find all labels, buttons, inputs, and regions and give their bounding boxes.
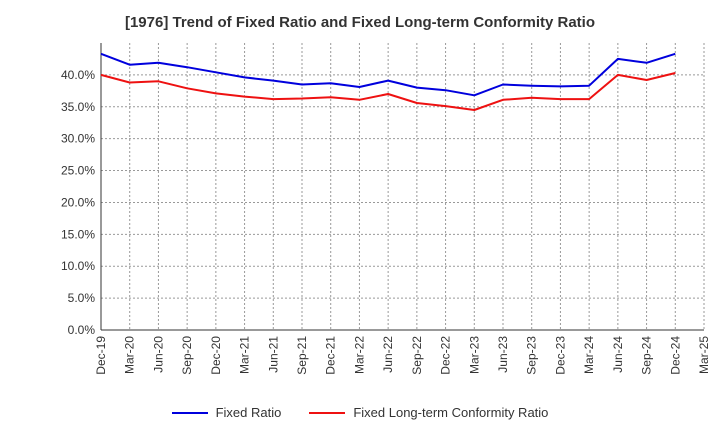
x-tick-label: Sep-22: [410, 336, 424, 375]
y-tick-label: 20.0%: [61, 195, 95, 209]
x-tick-label: Jun-22: [381, 336, 395, 373]
x-tick-label: Jun-23: [496, 336, 510, 373]
x-tick-label: Mar-24: [582, 336, 596, 374]
x-tick-label: Jun-21: [266, 336, 280, 373]
x-tick-label: Mar-25: [697, 336, 711, 374]
legend-label-fixed-ratio: Fixed Ratio: [215, 405, 282, 420]
y-tick-label: 35.0%: [61, 100, 95, 114]
x-tick-label: Jun-24: [611, 336, 625, 373]
x-tick-label: Sep-24: [640, 336, 654, 375]
y-tick-label: 10.0%: [61, 259, 95, 273]
legend-item-fixed-ratio: Fixed Ratio: [171, 405, 282, 420]
x-tick-label: Sep-20: [180, 336, 194, 375]
y-tick-label: 25.0%: [61, 164, 95, 178]
x-tick-label: Sep-23: [525, 336, 539, 375]
series-line-fixed-long-term-conformity-ratio: [100, 72, 676, 111]
chart-title: [1976] Trend of Fixed Ratio and Fixed Lo…: [124, 14, 596, 31]
x-tick-label: Mar-20: [123, 336, 137, 374]
x-tick-label: Mar-22: [352, 336, 366, 374]
x-tick-label: Mar-21: [238, 336, 252, 374]
x-tick-label: Dec-19: [94, 336, 108, 375]
legend-label-fixed-long-term-conformity-ratio: Fixed Long-term Conformity Ratio: [353, 405, 549, 420]
y-tick-label: 5.0%: [68, 291, 96, 305]
legend-item-fixed-long-term-conformity-ratio: Fixed Long-term Conformity Ratio: [309, 405, 548, 420]
y-tick-label: 40.0%: [61, 68, 95, 82]
x-tick-label: Dec-24: [668, 336, 682, 375]
x-tick-label: Dec-23: [553, 336, 567, 375]
x-tick-label: Mar-23: [467, 336, 481, 374]
legend-swatch-fixed-ratio: [171, 411, 208, 414]
series-lines: [100, 52, 676, 111]
grid-lines: [101, 43, 704, 330]
x-tick-label: Sep-21: [295, 336, 309, 375]
y-tick-label: 15.0%: [61, 227, 95, 241]
x-axis-tick-labels: Dec-19 Mar-20 Jun-20 Sep-20 Dec-20 Mar-21 Jun-…: [94, 336, 711, 375]
x-tick-label: Dec-22: [439, 336, 453, 375]
legend: Fixed Ratio Fixed Long-term Conformity R…: [0, 405, 720, 420]
y-tick-label: 0.0%: [68, 323, 96, 337]
x-tick-label: Dec-20: [209, 336, 223, 375]
axes: [100, 43, 705, 331]
y-axis-tick-labels: 0.0% 5.0% 10.0% 15.0% 20.0% 25.0% 30.0% 35.0% 40…: [61, 68, 95, 337]
series-line-fixed-ratio: [100, 52, 676, 97]
chart-plot: 0.0% 5.0% 10.0% 15.0% 20.0% 25.0% 30.0% 35.0% 40…: [61, 43, 711, 375]
y-tick-label: 30.0%: [61, 132, 95, 146]
x-tick-label: Dec-21: [324, 336, 338, 375]
legend-swatch-fixed-long-term-conformity-ratio: [309, 411, 346, 414]
x-tick-label: Jun-20: [151, 336, 165, 373]
